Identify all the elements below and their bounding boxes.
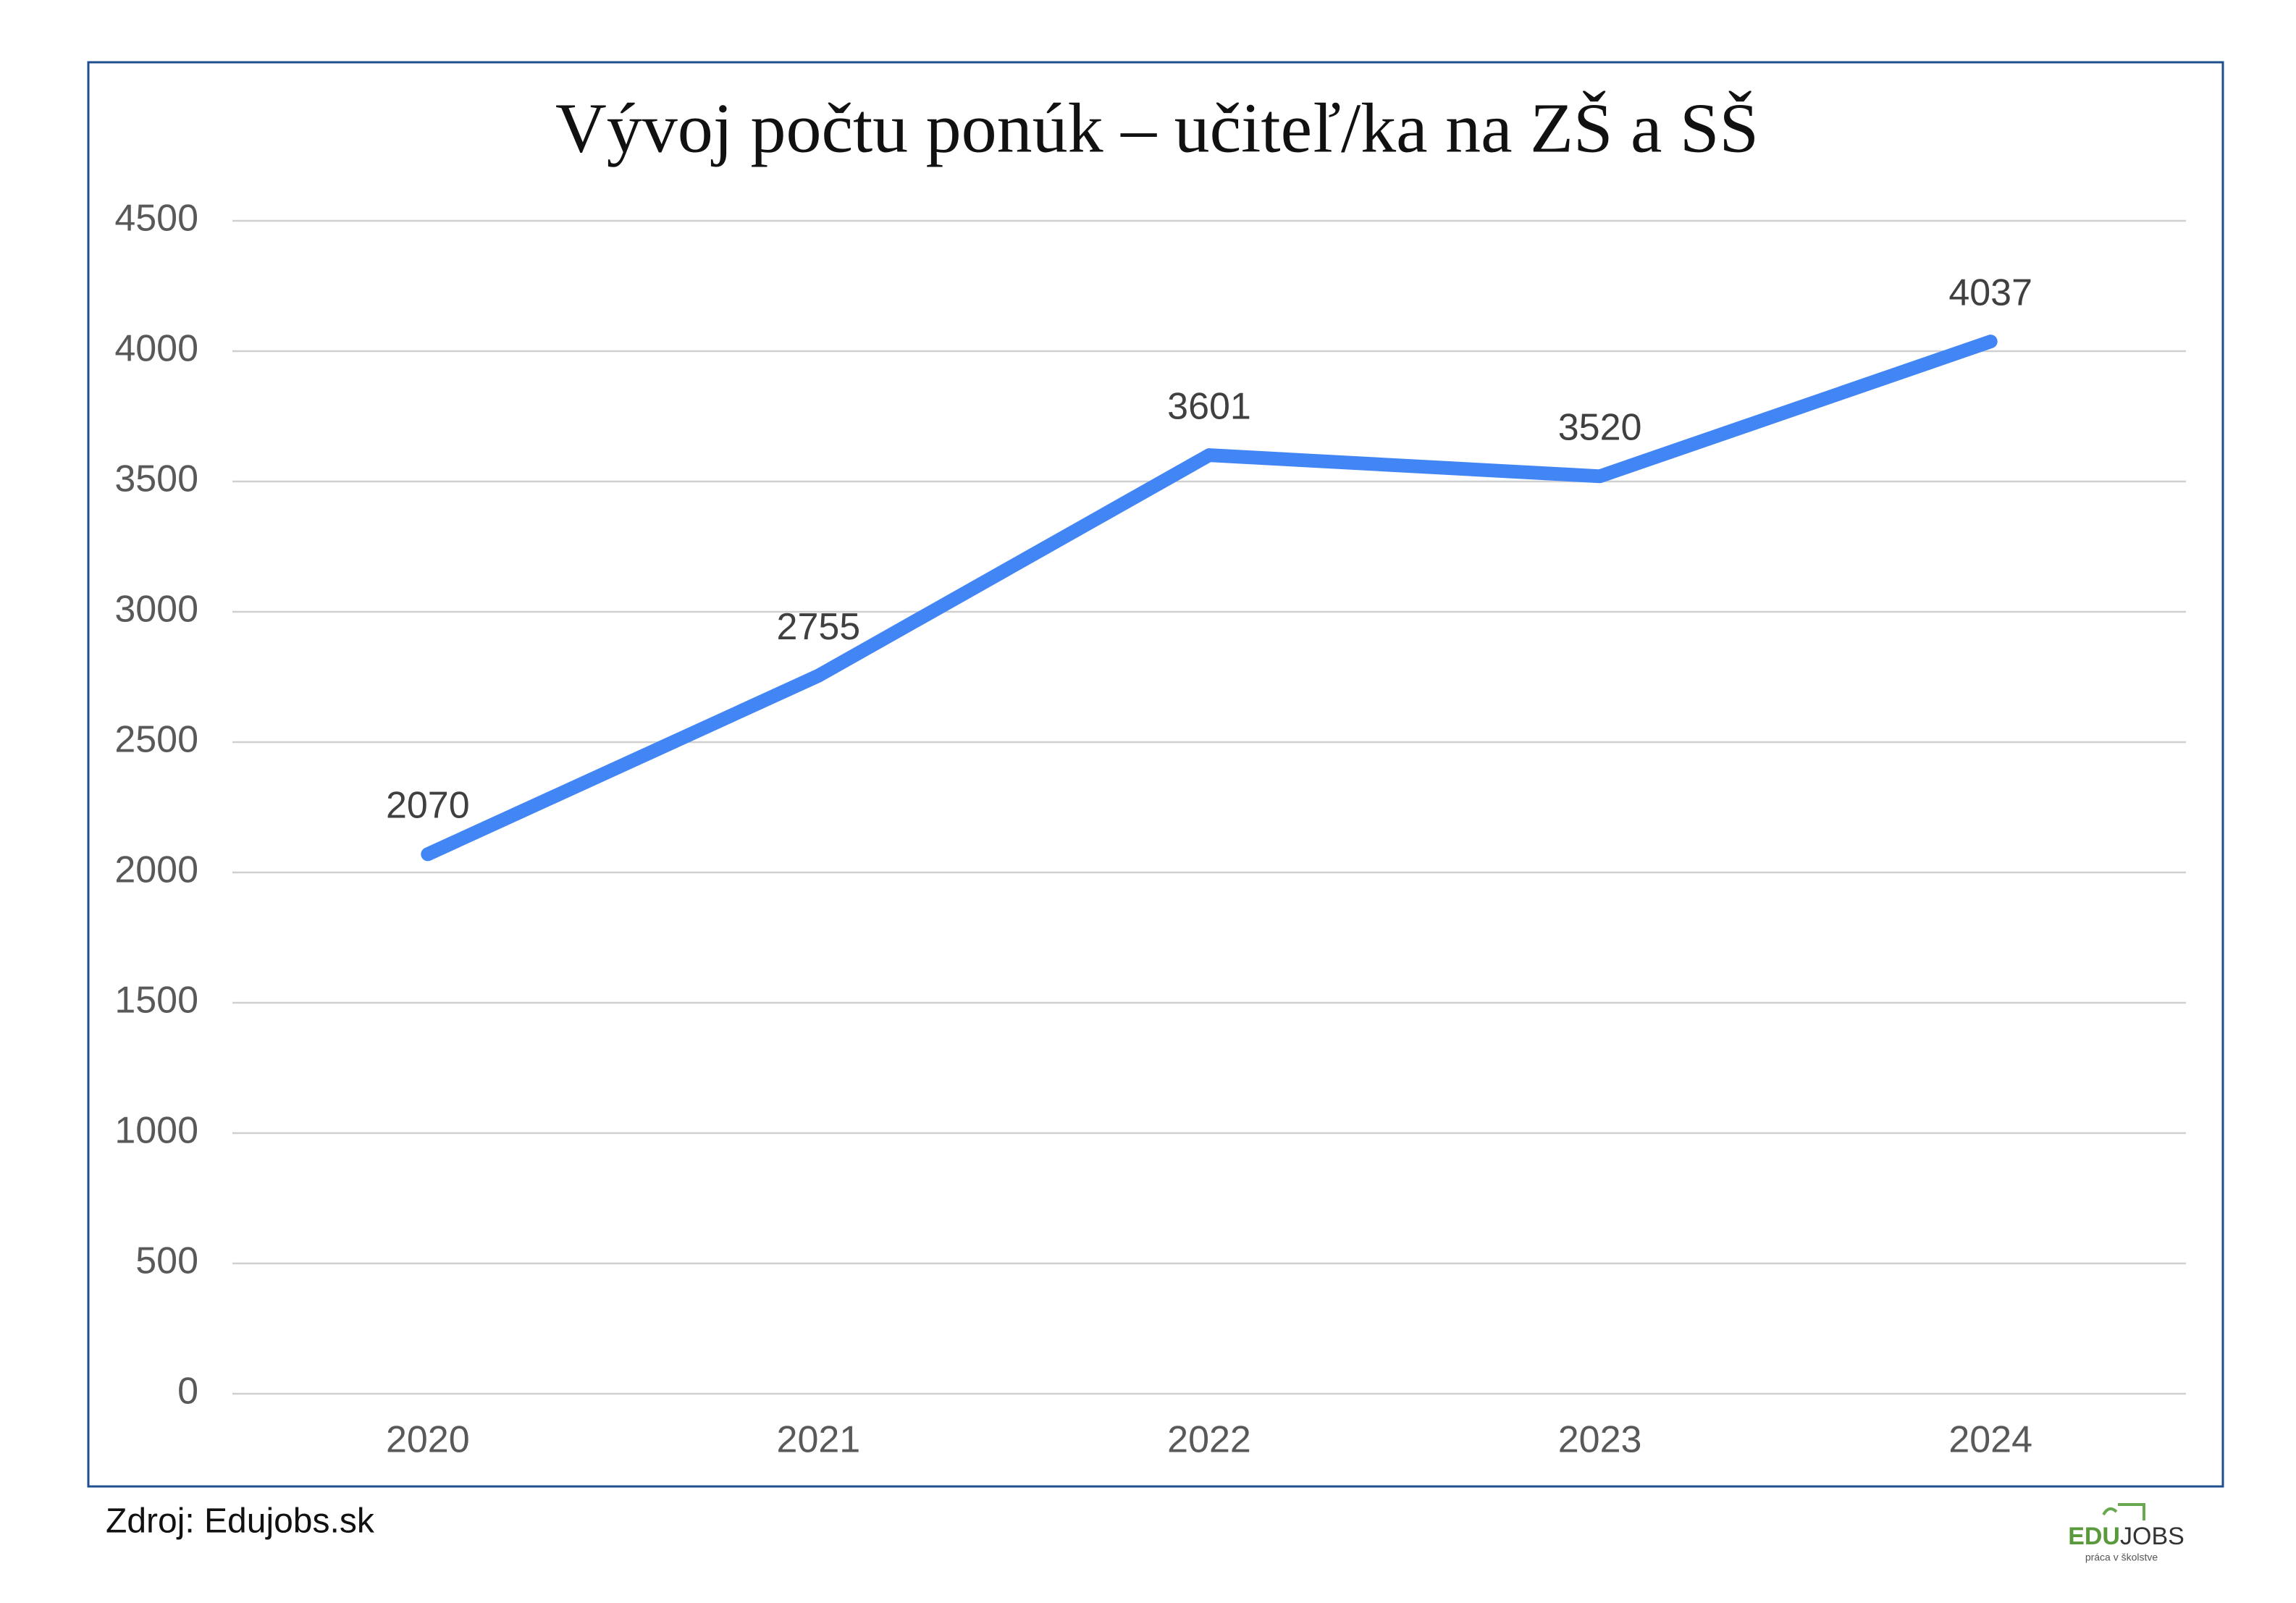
logo-edu: EDU: [2068, 1523, 2120, 1550]
y-tick-label: 1000: [114, 1110, 198, 1152]
y-tick-label: 0: [177, 1371, 198, 1413]
x-tick-label: 2020: [386, 1419, 470, 1461]
x-tick-label: 2024: [1948, 1419, 2032, 1461]
x-tick-label: 2021: [777, 1419, 861, 1461]
chart-title: Vývoj počtu ponúk – učiteľ/ka na ZŠ a SŠ: [555, 89, 1759, 167]
y-tick-label: 4000: [114, 328, 198, 370]
y-tick-label: 3500: [114, 458, 198, 500]
y-tick-label: 1500: [114, 980, 198, 1022]
data-line: [421, 335, 1998, 862]
x-tick-label: 2023: [1558, 1419, 1642, 1461]
data-label: 3601: [1167, 385, 1251, 427]
data-label: 3520: [1558, 407, 1642, 449]
data-label: 4037: [1948, 272, 2032, 314]
x-tick-label: 2022: [1167, 1419, 1251, 1461]
source-note: Zdroj: Edujobs.sk: [106, 1502, 375, 1541]
y-tick-label: 2000: [114, 849, 198, 891]
data-label: 2070: [386, 785, 470, 827]
y-tick-label: 4500: [114, 198, 198, 240]
y-tick-label: 3000: [114, 589, 198, 631]
logo: EDU JOBS práca v školstve: [2068, 1503, 2184, 1563]
y-tick-label: 500: [135, 1240, 198, 1282]
logo-jobs: JOBS: [2120, 1523, 2184, 1550]
logo-icon: [2102, 1503, 2145, 1520]
chart-frame: [87, 61, 2224, 1488]
data-label: 2755: [777, 606, 861, 648]
y-tick-label: 2500: [114, 719, 198, 761]
logo-tagline: práca v školstve: [2085, 1552, 2158, 1563]
